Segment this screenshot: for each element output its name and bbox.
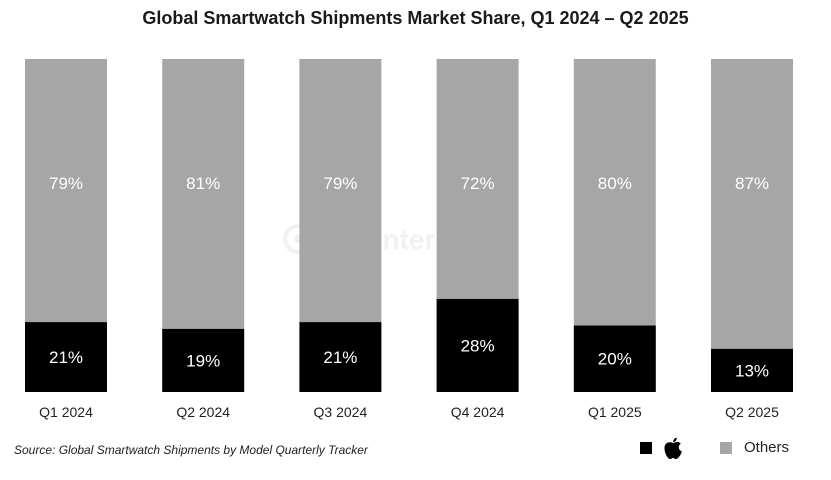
data-label-apple-5: 20%: [598, 350, 632, 369]
bar-segment-apple-2: [162, 328, 245, 392]
legend-others-swatch: [720, 442, 732, 454]
x-tick-label-2: Q2 2024: [176, 404, 230, 420]
bar-segment-others-2: [162, 59, 245, 329]
apple-logo-icon: [664, 437, 682, 459]
legend-apple-swatch: [640, 442, 652, 454]
x-tick-label-3: Q3 2024: [314, 404, 368, 420]
data-label-apple-1: 21%: [49, 348, 83, 367]
data-label-others-3: 79%: [323, 174, 357, 193]
data-label-apple-6: 13%: [735, 361, 769, 380]
x-tick-label-6: Q2 2025: [725, 404, 779, 420]
bar-segment-others-6: [711, 59, 793, 349]
bar-segment-apple-3: [299, 322, 382, 392]
data-label-others-6: 87%: [735, 174, 769, 193]
bar-segment-others-5: [573, 59, 656, 326]
bar-segment-apple-4: [436, 298, 519, 392]
data-label-others-4: 72%: [461, 174, 495, 193]
source-note: Source: Global Smartwatch Shipments by M…: [14, 443, 368, 457]
legend-others-label: Others: [744, 439, 790, 456]
data-label-others-5: 80%: [598, 174, 632, 193]
bar-segment-apple-6: [711, 348, 793, 392]
data-label-apple-3: 21%: [323, 348, 357, 367]
data-label-others-1: 79%: [49, 174, 83, 193]
bar-segment-others-3: [299, 59, 382, 323]
bar-segment-apple-1: [25, 322, 107, 392]
x-tick-label-1: Q1 2024: [39, 404, 93, 420]
bar-segment-apple-5: [573, 325, 656, 392]
data-label-apple-2: 19%: [186, 351, 220, 370]
chart-title: Global Smartwatch Shipments Market Share…: [142, 8, 689, 28]
x-tick-label-5: Q1 2025: [588, 404, 642, 420]
bar-segment-others-4: [436, 59, 519, 299]
x-tick-label-4: Q4 2024: [451, 404, 505, 420]
data-label-apple-4: 28%: [461, 336, 495, 355]
bar-segment-others-1: [25, 59, 107, 323]
data-label-others-2: 81%: [186, 174, 220, 193]
